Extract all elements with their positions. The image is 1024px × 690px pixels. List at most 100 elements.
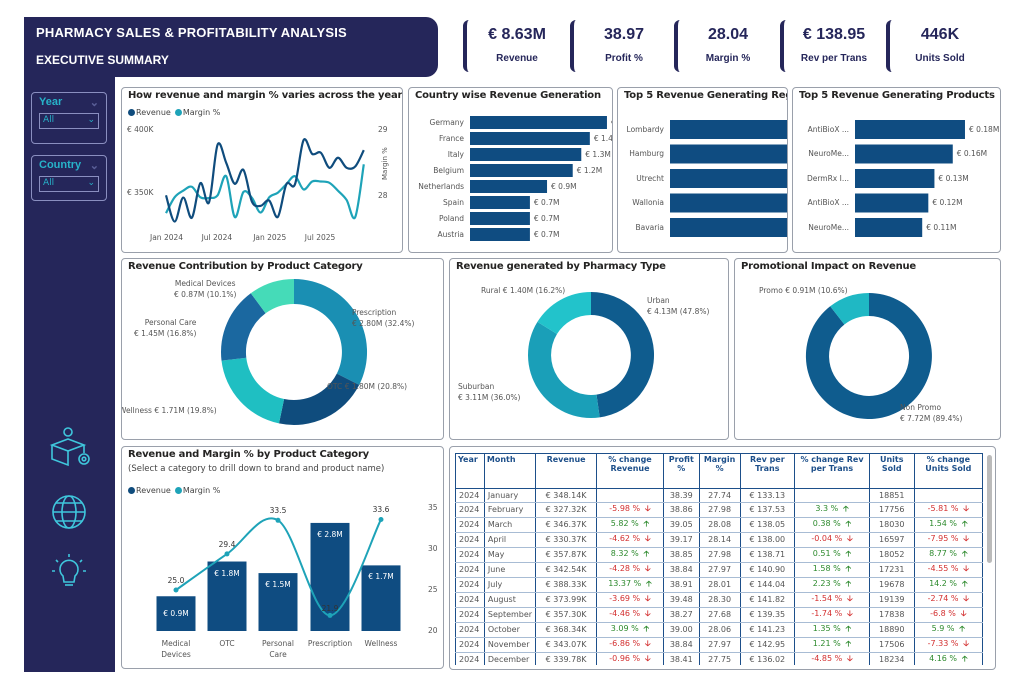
top-regions-chart[interactable]: Top 5 Revenue Generating Regions Lombard… <box>617 87 788 253</box>
kpi-revenue: € 8.63M Revenue <box>463 20 567 72</box>
arrow-down-icon: 🡣 <box>960 563 969 573</box>
column-header[interactable]: Revenue <box>535 453 598 489</box>
category-donut-chart[interactable]: Revenue Contribution by Product Category… <box>121 258 444 440</box>
table-cell: 17838 <box>868 606 915 623</box>
year-dropdown[interactable]: All ⌄ <box>39 113 99 129</box>
bar-value-label: € 0.7M <box>533 229 560 239</box>
bar <box>855 169 935 188</box>
bar-category: Wallonia <box>632 198 664 207</box>
pharmacy-type-donut-chart[interactable]: Revenue generated by Pharmacy Type Urban… <box>449 258 729 440</box>
bar-value-label: € 0.11M <box>926 222 957 232</box>
change-value: 3.09 % <box>610 623 639 633</box>
promo-donut-chart[interactable]: Promotional Impact on Revenue Non Promo €… <box>734 258 1001 440</box>
arrow-down-icon: 🡣 <box>642 563 651 573</box>
column-header[interactable]: % change Units Sold <box>913 453 983 489</box>
revenue-margin-trend-chart[interactable]: How revenue and margin % varies across t… <box>121 87 403 253</box>
bar-value-label: € 1.6M <box>611 117 612 128</box>
box-gear-icon[interactable] <box>46 425 96 469</box>
arrow-down-icon: 🡣 <box>642 593 651 603</box>
arrow-down-icon: 🡣 <box>642 503 651 513</box>
table-cell: 2024 <box>455 576 485 593</box>
globe-icon[interactable] <box>46 490 96 534</box>
table-cell: October <box>483 621 537 638</box>
column-header[interactable]: Month <box>483 453 537 489</box>
table-cell: € 141.82 <box>739 591 796 608</box>
year-slicer[interactable]: Year ⌄ All ⌄ <box>31 92 107 144</box>
table-cell: 38.27 <box>662 606 700 623</box>
country-dropdown[interactable]: All ⌄ <box>39 176 99 192</box>
arrow-down-icon: 🡣 <box>960 638 969 648</box>
country-slicer[interactable]: Country ⌄ All ⌄ <box>31 155 107 201</box>
change-value: 8.32 % <box>610 548 639 558</box>
x-tick: Jan 2025 <box>253 233 287 242</box>
table-cell: 27.98 <box>698 546 741 563</box>
year-slicer-label: Year <box>39 96 63 108</box>
column-header[interactable]: Year <box>455 453 485 489</box>
column-header[interactable]: Units Sold <box>868 453 915 489</box>
change-value: 8.77 % <box>929 548 958 558</box>
arrow-up-icon: 🡡 <box>842 548 852 558</box>
bar <box>855 193 929 213</box>
table-cell: 2.23 % 🡡 <box>794 576 870 593</box>
country-revenue-chart[interactable]: Country wise Revenue Generation Germany €… <box>408 87 613 253</box>
table-cell: € 138.71 <box>739 546 796 563</box>
table-row: 2024 July € 388.33K 13.37 % 🡡 38.91 28.01 € 14… <box>455 576 983 593</box>
slice-name: Prescription <box>352 308 397 317</box>
table-cell: 18234 <box>868 651 915 665</box>
bar <box>470 180 548 193</box>
arrow-up-icon: 🡡 <box>959 518 968 528</box>
arrow-down-icon: 🡣 <box>844 533 853 543</box>
change-value: -5.81 % <box>927 503 959 513</box>
table-cell: 1.35 % 🡡 <box>794 621 870 638</box>
table-cell: -4.28 % 🡣 <box>596 561 664 578</box>
table-cell: € 141.23 <box>739 621 796 638</box>
arrow-down-icon: 🡣 <box>642 638 651 648</box>
bar <box>855 218 923 237</box>
change-value: -1.74 % <box>811 608 843 618</box>
slice-value: € 1.40M (16.2%) <box>502 286 566 295</box>
table-cell: € 348.14K <box>535 488 598 503</box>
bar <box>670 193 787 213</box>
chart-canvas <box>470 116 607 241</box>
change-value: 1.54 % <box>929 518 958 528</box>
slice-name: OTC <box>327 382 343 391</box>
bar-category: Utrecht <box>636 173 664 183</box>
top-products-chart[interactable]: Top 5 Revenue Generating Products AntiBi… <box>792 87 1001 253</box>
arrow-down-icon: 🡣 <box>642 533 651 543</box>
lightbulb-icon[interactable] <box>46 550 96 594</box>
arrow-up-icon: 🡡 <box>842 563 852 573</box>
margin-data-label: 33.5 <box>269 506 287 516</box>
table-cell: -1.54 % 🡣 <box>794 591 870 608</box>
bar-value-label: € 0.7M <box>533 197 560 207</box>
arrow-up-icon: 🡡 <box>840 503 849 513</box>
change-value: -6.8 % <box>930 608 956 618</box>
column-header[interactable]: Rev per Trans <box>739 453 796 489</box>
table-cell: 17231 <box>868 561 915 578</box>
table-cell: € 327.32K <box>535 501 598 518</box>
arrow-down-icon: 🡣 <box>642 608 651 618</box>
column-header[interactable]: Margin % <box>698 453 741 489</box>
category-combo-chart[interactable]: Revenue and Margin % by Product Category… <box>121 446 444 669</box>
slice-value: € 7.72M (89.4%) <box>900 414 963 423</box>
table-row: 2024 January € 348.14K 38.39 27.74 € 133.13 18… <box>455 488 983 503</box>
x-category-label: OTC <box>219 639 235 648</box>
column-header[interactable]: % change Rev per Trans <box>794 453 870 489</box>
revenue-bar <box>207 561 247 631</box>
column-header[interactable]: Profit % <box>662 453 700 489</box>
bar-value-label: € 1.8M <box>214 568 240 578</box>
table-cell: December <box>483 651 537 665</box>
change-value: -0.96 % <box>609 653 641 663</box>
slice-name: Personal Care <box>144 318 197 327</box>
monthly-table: Year Month Revenue% change Revenue Profit %… <box>455 453 983 665</box>
bar-category: AntiBioX ... <box>807 198 849 207</box>
change-value: 0.38 % <box>812 518 841 528</box>
donut-slice-wellness <box>221 357 285 424</box>
table-scrollbar[interactable] <box>987 455 992 563</box>
slice-label: Prescription € 2.80M (32.4%) <box>352 307 414 329</box>
slice-label: Promo € 0.91M (10.6%) <box>759 285 848 296</box>
revenue-line <box>164 138 365 223</box>
change-value: 2.23 % <box>812 578 841 588</box>
change-value: -7.95 % <box>927 533 959 543</box>
column-header[interactable]: % change Revenue <box>596 453 664 489</box>
change-value: -4.85 % <box>811 653 843 663</box>
